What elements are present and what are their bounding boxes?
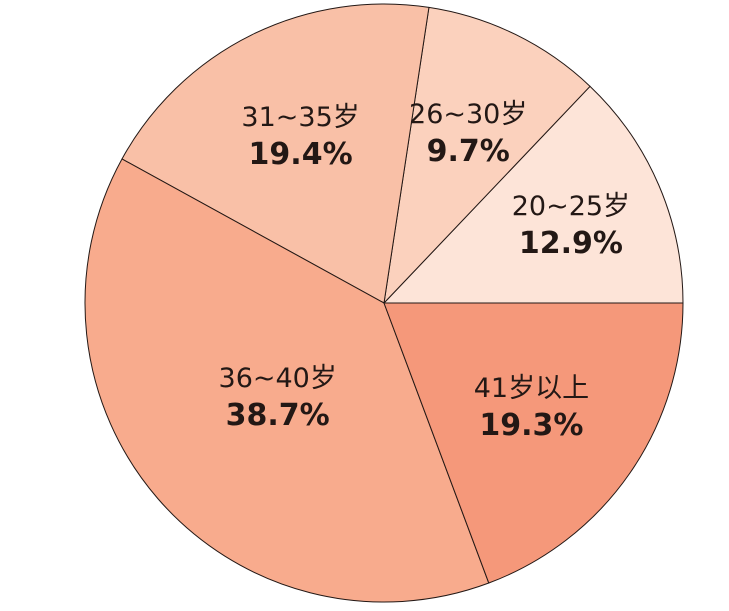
slice-label-31-35: 31~35岁	[241, 102, 359, 133]
slice-label-26-30: 26~30岁	[409, 99, 527, 130]
pie-slice-20-25	[383, 85, 684, 304]
slice-value-20-25: 12.9%	[519, 226, 623, 261]
pie-slice-31-35	[121, 3, 430, 304]
pie-slice-36-40	[84, 158, 490, 603]
slice-value-31-35: 19.4%	[249, 137, 353, 172]
slice-value-26-30: 9.7%	[427, 134, 510, 169]
pie-slices	[84, 3, 684, 603]
pie-slice-26-30	[383, 6, 591, 304]
slice-label-41-plus: 41岁以上	[474, 373, 589, 404]
slice-value-36-40: 38.7%	[226, 398, 330, 433]
slice-value-41-plus: 19.3%	[479, 408, 583, 443]
slice-label-20-25: 20~25岁	[512, 191, 630, 222]
slice-label-36-40: 36~40岁	[219, 363, 337, 394]
pie-slice-41-plus	[383, 302, 684, 584]
pie-labels: 20~25岁 12.9% 26~30岁 9.7% 31~35岁 19.4% 36~40岁 38…	[219, 99, 631, 443]
